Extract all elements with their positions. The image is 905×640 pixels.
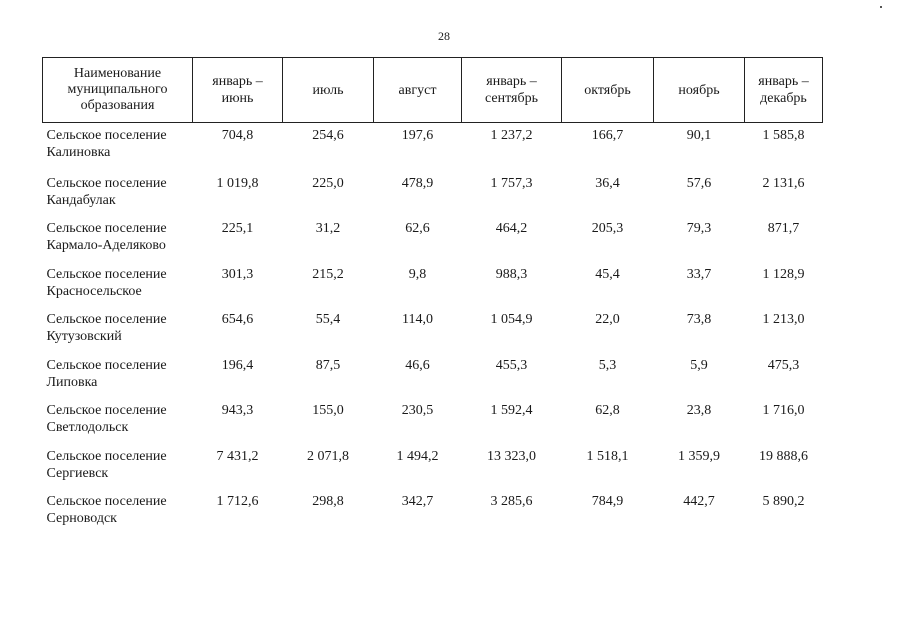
scan-speck — [880, 6, 882, 8]
value-cell: 704,8 — [221, 128, 254, 143]
value-cell: 342,7 — [401, 494, 434, 509]
value-cell: 90,1 — [686, 128, 712, 143]
data-table: Наименование муниципального образования я… — [42, 57, 823, 539]
value-cell: 225,1 — [221, 221, 254, 236]
value-cell: 1 712,6 — [216, 494, 259, 509]
value-cell: 784,9 — [591, 494, 624, 509]
municipality-name-cell: Сельское поселение Кармало-Аделяково — [46, 221, 167, 253]
value-cell: 2 131,6 — [762, 175, 805, 191]
value-cell: 114,0 — [402, 312, 433, 327]
value-cell: 31,2 — [315, 221, 341, 236]
table-row: Сельское поселение Красносельское 301,3 21… — [43, 266, 823, 312]
municipality-name-cell: Сельское поселение Кандабулак — [46, 175, 167, 208]
value-cell: 475,3 — [767, 357, 800, 373]
value-cell: 442,7 — [683, 494, 715, 509]
municipality-name-cell: Сельское поселение Калиновка — [46, 128, 167, 160]
value-cell: 36,4 — [595, 175, 620, 191]
value-cell: 298,8 — [312, 494, 344, 509]
value-cell: 3 285,6 — [490, 494, 533, 509]
municipality-name-cell: Сельское поселение Светлодольск — [46, 403, 167, 435]
table-header: Наименование муниципального образования я… — [42, 57, 823, 123]
value-cell: 5,3 — [598, 357, 617, 373]
value-cell: 33,7 — [686, 266, 712, 282]
value-cell: 23,8 — [686, 403, 712, 418]
column-header: август — [373, 57, 462, 123]
value-cell: 1 237,2 — [490, 128, 533, 143]
value-cell: 2 071,8 — [307, 448, 349, 464]
column-header: ноябрь — [653, 57, 745, 123]
value-cell: 1 716,0 — [762, 403, 805, 418]
value-cell: 155,0 — [312, 403, 344, 418]
value-cell: 1 054,9 — [490, 312, 533, 327]
table-row: Сельское поселение Серноводск 1 712,6 298,… — [43, 493, 823, 539]
value-cell: 254,6 — [312, 128, 344, 143]
column-header: январь – июнь — [192, 57, 283, 123]
value-cell: 478,9 — [401, 175, 434, 191]
value-cell: 57,6 — [686, 175, 712, 191]
table-row: Сельское поселение Светлодольск 943,3 155,… — [43, 402, 823, 448]
value-cell: 1 128,9 — [762, 266, 805, 282]
value-cell: 7 431,2 — [216, 448, 259, 464]
value-cell: 301,3 — [221, 266, 254, 282]
table-row: Сельское поселение Сергиевск 7 431,2 2 071… — [43, 448, 823, 494]
value-cell: 196,4 — [221, 357, 254, 373]
value-cell: 62,6 — [405, 221, 430, 236]
column-header-name: Наименование муниципального образования — [42, 57, 193, 123]
value-cell: 1 585,8 — [762, 128, 805, 143]
value-cell: 1 019,8 — [216, 175, 259, 191]
header-row: Наименование муниципального образования я… — [42, 57, 823, 123]
value-cell: 62,8 — [595, 403, 620, 418]
municipality-name-cell: Сельское поселение Серноводск — [46, 494, 167, 526]
value-cell: 55,4 — [315, 312, 341, 327]
municipality-name-cell: Сельское поселение Красносельское — [46, 266, 167, 299]
municipality-name-cell: Сельское поселение Липовка — [46, 357, 167, 390]
value-cell: 45,4 — [595, 266, 620, 282]
table-body: Сельское поселение Калиновка 704,8 254,6 19… — [43, 123, 823, 539]
value-cell: 73,8 — [686, 312, 712, 327]
value-cell: 46,6 — [405, 357, 430, 373]
value-cell: 13 323,0 — [487, 448, 536, 464]
value-cell: 225,0 — [312, 175, 344, 191]
value-cell: 79,3 — [686, 221, 712, 236]
column-header: июль — [282, 57, 374, 123]
value-cell: 1 494,2 — [396, 448, 439, 464]
value-cell: 464,2 — [495, 221, 528, 236]
column-header: январь – декабрь — [744, 57, 823, 123]
value-cell: 9,8 — [408, 266, 427, 282]
municipality-name-cell: Сельское поселение Сергиевск — [46, 448, 167, 481]
value-cell: 5 890,2 — [762, 494, 805, 509]
value-cell: 1 592,4 — [490, 403, 533, 418]
value-cell: 87,5 — [315, 357, 341, 373]
value-cell: 230,5 — [401, 403, 434, 418]
value-cell: 1 518,1 — [586, 448, 629, 464]
value-cell: 455,3 — [495, 357, 528, 373]
column-header: январь – сентябрь — [461, 57, 562, 123]
table-row: Сельское поселение Калиновка 704,8 254,6 19… — [43, 123, 823, 175]
value-cell: 205,3 — [591, 221, 624, 236]
table-row: Сельское поселение Кармало-Аделяково 225,… — [43, 220, 823, 266]
value-cell: 943,3 — [221, 403, 254, 418]
table-row: Сельское поселение Кутузовский 654,6 55,4 1… — [43, 311, 823, 357]
value-cell: 5,9 — [690, 357, 708, 373]
value-cell: 1 757,3 — [490, 175, 533, 191]
value-cell: 22,0 — [595, 312, 620, 327]
value-cell: 988,3 — [495, 266, 528, 282]
value-cell: 166,7 — [591, 128, 624, 143]
column-header: октябрь — [561, 57, 654, 123]
page-number: 28 — [438, 29, 450, 43]
municipality-name-cell: Сельское поселение Кутузовский — [46, 312, 167, 344]
value-cell: 197,6 — [401, 128, 434, 143]
table-row: Сельское поселение Кандабулак 1 019,8 225,… — [43, 175, 823, 221]
table-row: Сельское поселение Липовка 196,4 87,5 46,6 4… — [43, 357, 823, 403]
value-cell: 871,7 — [767, 221, 800, 236]
value-cell: 215,2 — [312, 266, 344, 282]
value-cell: 654,6 — [221, 312, 254, 327]
value-cell: 1 359,9 — [678, 448, 720, 464]
value-cell: 1 213,0 — [762, 312, 805, 327]
value-cell: 19 888,6 — [759, 448, 808, 464]
